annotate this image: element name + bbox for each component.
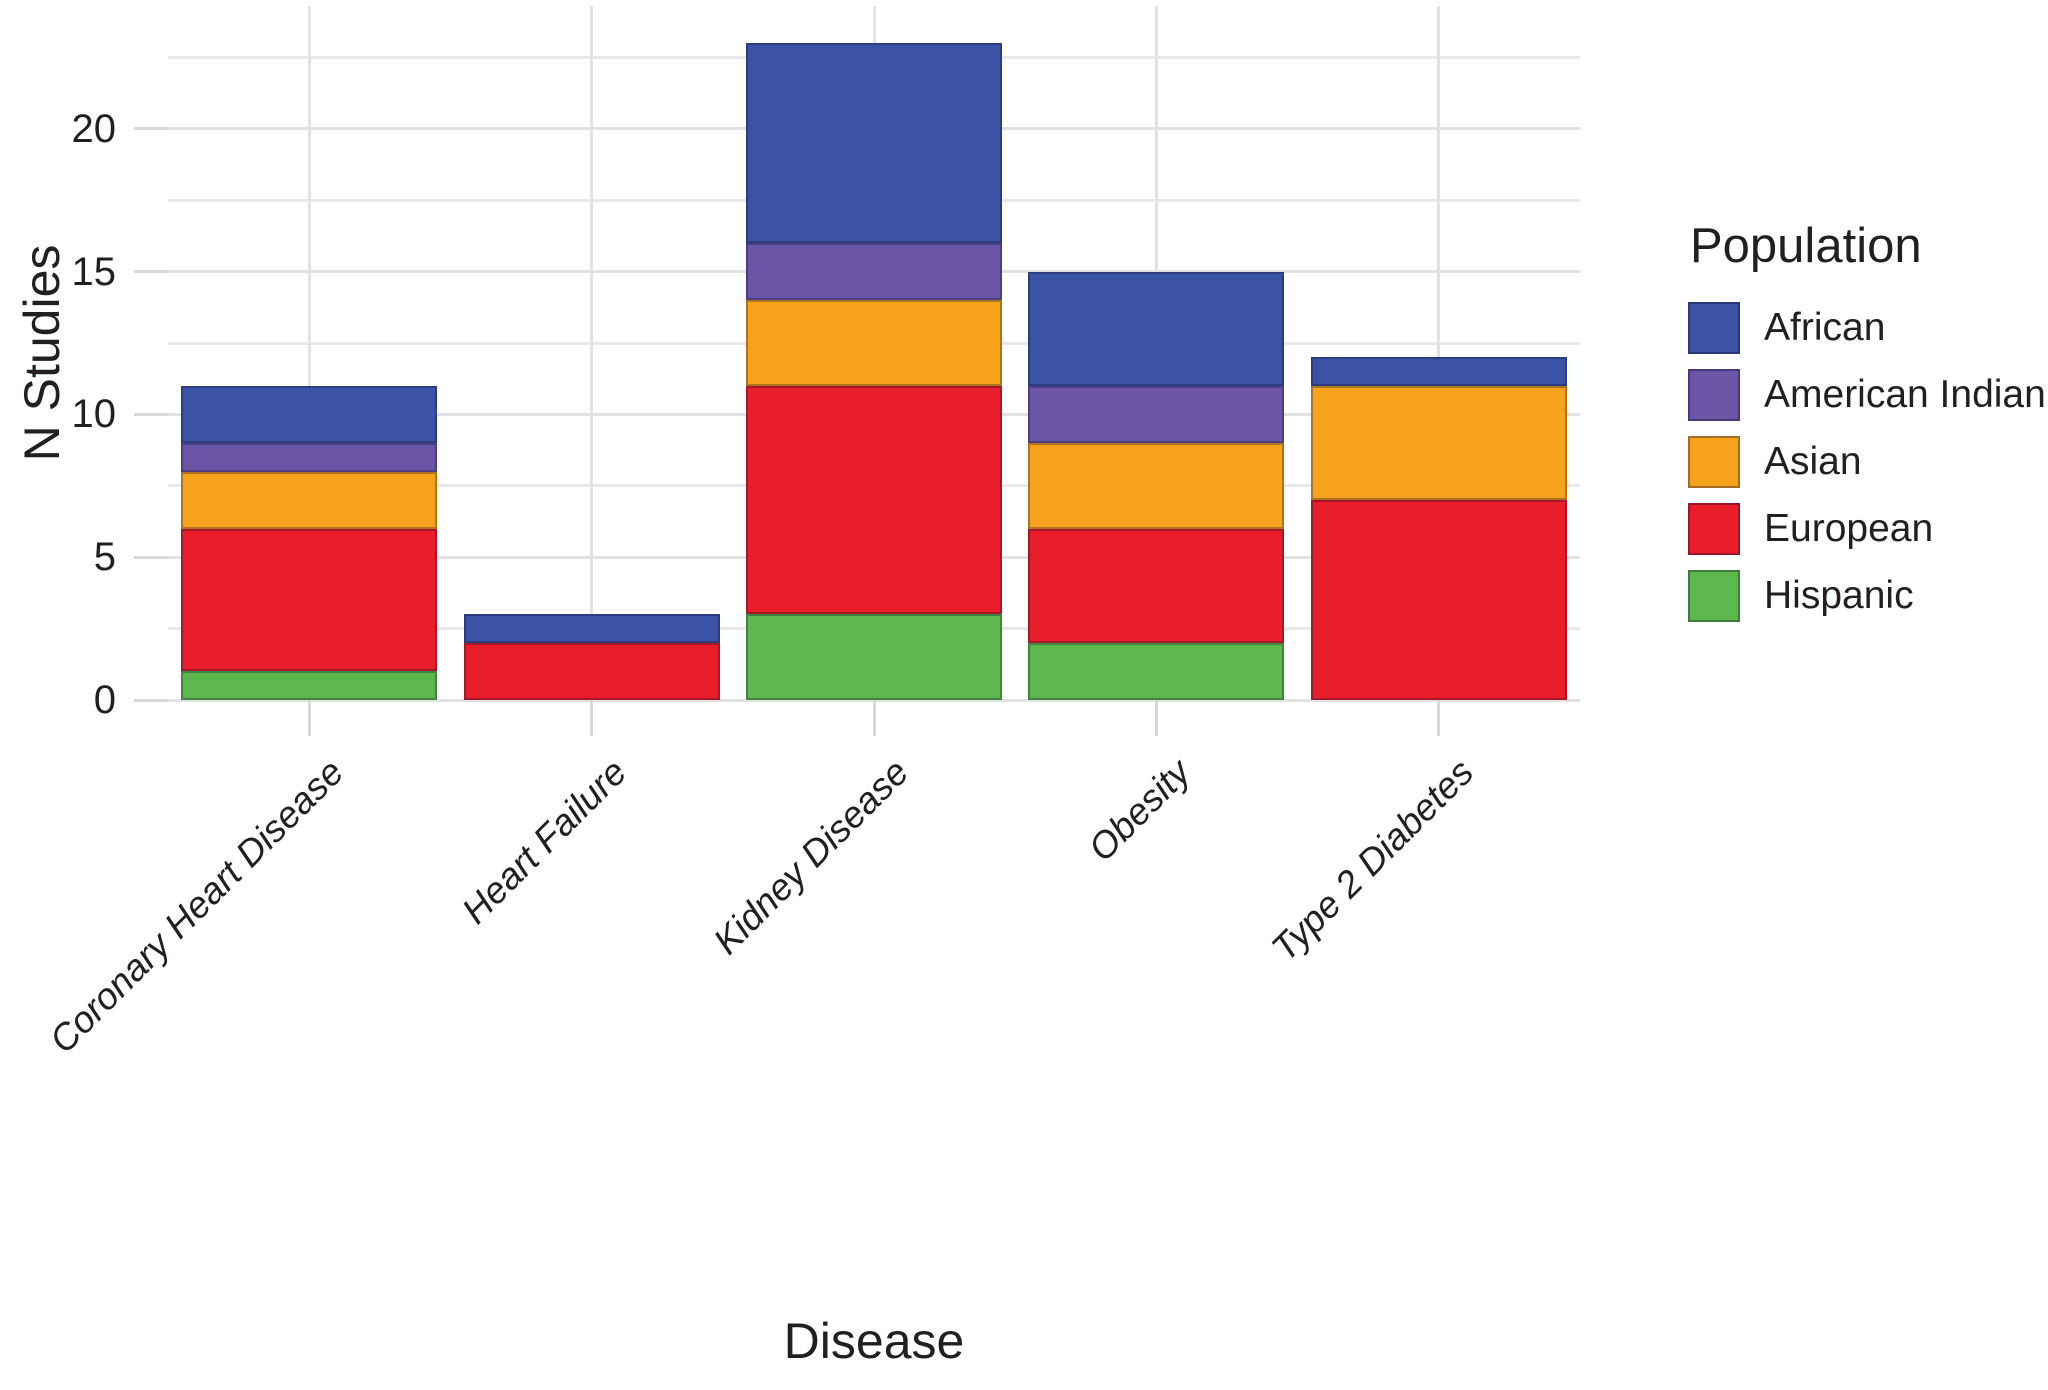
bar-segment-type-2-diabetes-african [1310, 357, 1567, 386]
x-tick [1154, 700, 1158, 736]
y-tick [134, 555, 168, 559]
x-tick [1437, 700, 1441, 736]
bar-segment-type-2-diabetes-asian [1310, 385, 1567, 501]
legend-item-european: European [1688, 503, 2046, 555]
x-tick [307, 700, 311, 736]
bar-segment-coronary-heart-disease-african [181, 385, 438, 443]
x-category-label-kidney-disease: Kidney Disease [705, 751, 917, 963]
y-tick-label: 10 [71, 392, 117, 437]
bar-segment-obesity-hispanic [1028, 642, 1285, 700]
bar-segment-coronary-heart-disease-american-indian [181, 442, 438, 472]
legend-item-label: Asian [1764, 440, 1862, 483]
legend-swatch-african [1688, 302, 1740, 354]
legend-item-label: American Indian [1764, 373, 2046, 416]
bar-segment-heart-failure-african [463, 614, 720, 643]
legend-swatch-asian [1688, 436, 1740, 488]
bar-segment-obesity-african [1028, 271, 1285, 386]
x-tick [872, 700, 876, 736]
bar-segment-obesity-asian [1028, 442, 1285, 529]
x-category-label-heart-failure: Heart Failure [453, 751, 634, 932]
legend-swatch-hispanic [1688, 570, 1740, 622]
x-category-label-coronary-heart-disease: Coronary Heart Disease [41, 751, 352, 1061]
bar-segment-kidney-disease-european [746, 385, 1002, 615]
bar-segment-obesity-european [1028, 528, 1285, 643]
gridline-x [590, 6, 594, 700]
x-category-label-type-2-diabetes: Type 2 Diabetes [1263, 751, 1482, 969]
legend-items: African American Indian Asian European Hispa… [1688, 302, 2046, 622]
bar-segment-coronary-heart-disease-european [181, 528, 438, 672]
legend-item-hispanic: Hispanic [1688, 570, 2046, 622]
legend-item-label: European [1764, 507, 1934, 550]
y-tick-label: 0 [93, 678, 116, 722]
bar-segment-type-2-diabetes-european [1310, 500, 1567, 700]
legend-title: Population [1690, 219, 1922, 273]
bar-segment-coronary-heart-disease-asian [181, 471, 438, 529]
bar-segment-heart-failure-european [463, 642, 720, 700]
y-tick [134, 270, 168, 274]
gridline-x [307, 6, 311, 700]
y-tick-label: 15 [71, 249, 117, 294]
legend-item-american-indian: American Indian [1688, 369, 2046, 421]
x-category-label-obesity: Obesity [1080, 751, 1199, 869]
gridline-x [1437, 6, 1441, 700]
bar-segment-kidney-disease-african [746, 43, 1002, 244]
legend-swatch-european [1688, 503, 1740, 555]
y-tick [134, 412, 168, 416]
y-tick [134, 698, 168, 702]
legend-swatch-american-indian [1688, 369, 1740, 421]
y-tick [134, 127, 168, 131]
legend: Population African American Indian Asian Eu… [1688, 218, 2046, 637]
bar-segment-kidney-disease-american-indian [746, 243, 1002, 301]
bar-segment-obesity-american-indian [1028, 385, 1285, 443]
bar-segment-coronary-heart-disease-hispanic [181, 671, 438, 700]
y-tick-label: 20 [71, 106, 117, 151]
x-tick [590, 700, 594, 736]
x-axis-title: Disease [783, 1313, 965, 1369]
legend-item-label: Hispanic [1764, 574, 1914, 617]
y-tick-label: 5 [93, 535, 116, 580]
legend-item-asian: Asian [1688, 436, 2046, 488]
bar-segment-kidney-disease-hispanic [746, 614, 1002, 700]
legend-item-label: African [1764, 306, 1886, 349]
legend-item-african: African [1688, 302, 2046, 354]
bar-segment-kidney-disease-asian [746, 300, 1002, 386]
